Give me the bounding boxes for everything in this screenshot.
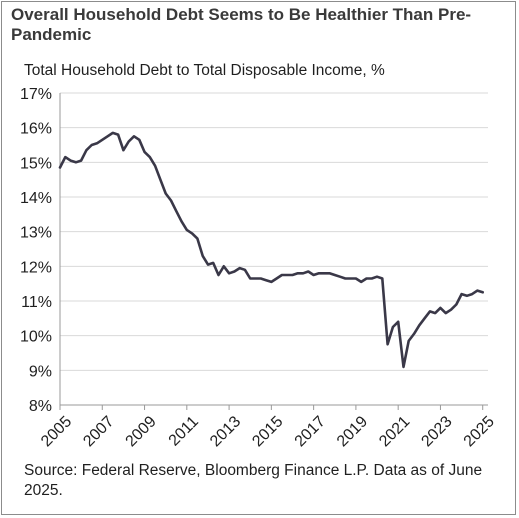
chart-subtitle: Total Household Debt to Total Disposable… xyxy=(24,62,385,79)
x-tick-label: 2009 xyxy=(123,413,160,450)
series-group xyxy=(58,131,485,369)
y-tick-label: 16% xyxy=(20,121,52,138)
series-line xyxy=(58,131,485,369)
axes xyxy=(59,93,488,410)
y-tick-label: 13% xyxy=(20,225,52,242)
y-tick-label: 12% xyxy=(20,259,52,276)
x-tick-label: 2025 xyxy=(461,413,498,450)
y-tick-label: 8% xyxy=(29,398,52,415)
y-tick-label: 15% xyxy=(20,155,52,172)
x-tick-label: 2015 xyxy=(249,413,286,450)
y-tick-label: 17% xyxy=(20,86,52,103)
x-tick-label: 2019 xyxy=(334,413,371,450)
y-tick-labels: 8% 9% 10% 11% 12% 13% 14% 15% 16% 17% xyxy=(20,86,52,415)
x-tick-label: 2007 xyxy=(80,413,117,450)
y-tick-label: 9% xyxy=(29,363,52,380)
gridlines xyxy=(60,92,488,371)
x-tick-labels: 2005 2007 2009 2011 2013 2015 2017 2019 2021 2023… xyxy=(38,413,498,450)
x-tick-label: 2017 xyxy=(292,413,329,450)
x-tick-label: 2021 xyxy=(376,413,413,450)
source-note: Source: Federal Reserve, Bloomberg Finan… xyxy=(24,462,483,499)
x-tick-label: 2013 xyxy=(207,413,244,450)
chart-title: Overall Household Debt Seems to Be Healt… xyxy=(11,5,472,44)
y-tick-label: 10% xyxy=(20,329,52,346)
x-tick-label: 2005 xyxy=(38,413,75,450)
y-tick-label: 11% xyxy=(21,294,52,311)
x-tick-label: 2011 xyxy=(166,413,202,449)
y-tick-label: 14% xyxy=(20,190,52,207)
x-tick-label: 2023 xyxy=(418,413,455,450)
